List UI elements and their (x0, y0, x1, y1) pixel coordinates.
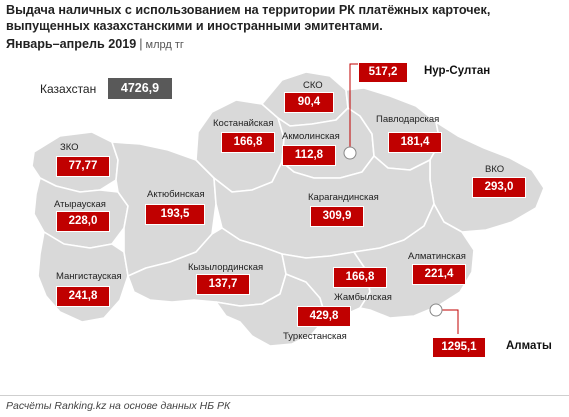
separator: | (139, 37, 143, 51)
city-label-almaty: Алматы (506, 340, 552, 352)
region-value-vko: 293,0 (472, 177, 526, 198)
region-label-turkestan: Туркестанская (283, 331, 347, 342)
region-label-atyrau: Атырауская (54, 199, 106, 210)
region-value-aktobe: 193,5 (145, 204, 205, 225)
city-label-nursultan: Нур-Султан (424, 65, 491, 77)
region-value-zhambyl: 166,8 (333, 267, 387, 288)
chart-title: Выдача наличных с использованием на терр… (6, 3, 491, 33)
city-value-nursultan: 517,2 (358, 62, 408, 83)
region-value-karaganda: 309,9 (310, 206, 364, 227)
region-label-aktobe: Актюбинская (147, 189, 205, 200)
total-value: 4726,9 (108, 78, 172, 99)
unit-label: млрд тг (145, 39, 184, 51)
almaty-connector (436, 309, 459, 334)
region-label-mangistau: Мангистауская (56, 271, 122, 282)
region-label-pavlodar: Павлодарская (376, 114, 440, 125)
nursultan-connector (349, 63, 358, 152)
region-label-sko: СКО (303, 80, 323, 91)
region-value-turkestan: 429,8 (297, 306, 351, 327)
region-label-kostanay: Костанайская (213, 118, 274, 129)
nursultan-marker (343, 146, 357, 160)
region-value-mangistau: 241,8 (56, 286, 110, 307)
city-value-almaty: 1295,1 (432, 337, 486, 358)
region-label-zko: ЗКО (60, 142, 79, 153)
chart-subtitle: Январь–апрель 2019 | млрд тг (6, 36, 184, 53)
region-value-almaty-region: 221,4 (412, 264, 466, 285)
region-value-atyrau: 228,0 (56, 211, 110, 232)
footer-divider (0, 395, 569, 396)
region-label-zhambyl: Жамбылская (334, 292, 392, 303)
region-label-karaganda: Карагандинская (308, 192, 379, 203)
region-label-almaty-region: Алматинская (408, 251, 466, 262)
region-value-zko: 77,77 (56, 156, 110, 177)
period-label: Январь–апрель 2019 (6, 37, 137, 51)
region-value-pavlodar: 181,4 (388, 132, 442, 153)
region-value-kyzylorda: 137,7 (196, 274, 250, 295)
region-value-akmola: 112,8 (282, 145, 336, 166)
source-note: Расчёты Ranking.kz на основе данных НБ Р… (6, 400, 231, 412)
region-almaty (353, 203, 475, 319)
almaty-marker (429, 303, 443, 317)
region-label-kyzylorda: Кызылординская (188, 262, 264, 273)
region-label-vko: ВКО (485, 164, 505, 175)
region-value-kostanay: 166,8 (221, 132, 275, 153)
region-value-sko: 90,4 (284, 92, 334, 113)
region-label-akmola: Акмолинская (282, 131, 340, 142)
total-label: Казахстан (40, 82, 97, 96)
